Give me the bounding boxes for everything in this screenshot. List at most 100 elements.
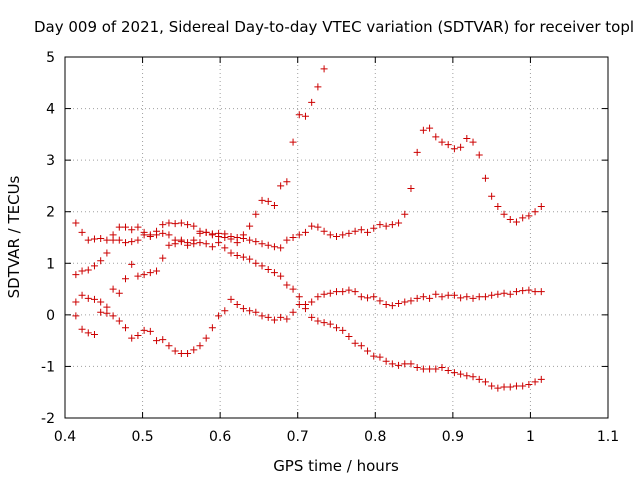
data-point — [239, 305, 247, 313]
data-point — [264, 313, 272, 321]
data-point — [159, 336, 167, 344]
data-point — [500, 383, 508, 391]
data-point — [388, 302, 396, 310]
x-tick-label: 0.8 — [364, 429, 386, 445]
data-point — [320, 65, 328, 73]
data-point — [72, 219, 80, 227]
data-point — [190, 346, 198, 354]
data-point — [537, 288, 545, 296]
data-point — [90, 295, 98, 303]
data-point — [469, 138, 477, 146]
data-point — [351, 339, 359, 347]
data-point — [488, 382, 496, 390]
data-point — [115, 289, 123, 297]
data-point — [159, 221, 167, 229]
data-point — [97, 308, 105, 316]
y-tick-label: -1 — [41, 359, 55, 375]
data-point — [519, 287, 527, 295]
data-point — [134, 223, 142, 231]
data-point — [531, 208, 539, 216]
y-tick-label: -2 — [41, 411, 55, 427]
data-point — [401, 360, 409, 368]
data-point — [469, 373, 477, 381]
data-point — [202, 240, 210, 248]
data-point — [122, 275, 130, 283]
data-point — [90, 235, 98, 243]
data-point — [258, 196, 266, 204]
data-point — [326, 231, 334, 239]
data-point — [413, 363, 421, 371]
data-point — [202, 228, 210, 236]
data-point — [357, 342, 365, 350]
data-point — [78, 325, 86, 333]
data-point — [258, 240, 266, 248]
data-point — [97, 257, 105, 265]
data-point — [295, 231, 303, 239]
data-point — [208, 324, 216, 332]
data-point — [413, 148, 421, 156]
data-point — [401, 210, 409, 218]
data-point — [270, 316, 278, 324]
data-point — [333, 288, 340, 296]
data-point — [258, 312, 266, 320]
data-point — [475, 375, 483, 383]
data-point — [128, 238, 136, 246]
data-point — [215, 312, 223, 320]
data-point — [438, 138, 446, 146]
data-point — [277, 272, 285, 280]
x-axis-label: GPS time / hours — [273, 457, 399, 475]
data-point — [345, 333, 353, 341]
data-points — [72, 65, 545, 392]
data-point — [103, 249, 111, 257]
grid-lines — [65, 57, 608, 418]
data-point — [537, 375, 545, 383]
data-point — [78, 291, 86, 299]
data-point — [364, 347, 372, 355]
data-point — [72, 271, 80, 279]
data-point — [122, 324, 130, 332]
data-point — [494, 290, 502, 298]
data-point — [227, 249, 235, 257]
data-point — [115, 223, 123, 231]
x-tick-label: 0.4 — [54, 429, 76, 445]
data-point — [438, 363, 446, 371]
data-point — [140, 271, 148, 279]
data-point — [97, 298, 105, 306]
series-track-low — [72, 295, 545, 392]
data-point — [252, 259, 260, 267]
data-point — [270, 202, 278, 210]
data-point — [376, 221, 384, 229]
data-point — [252, 210, 260, 218]
data-point — [426, 294, 434, 302]
data-point — [165, 231, 173, 239]
data-point — [295, 301, 303, 309]
data-point — [320, 319, 328, 327]
data-point — [525, 212, 533, 220]
data-point — [289, 308, 297, 316]
data-point — [531, 288, 539, 296]
data-point — [407, 297, 415, 305]
data-point — [146, 269, 154, 277]
data-point — [395, 300, 403, 308]
data-point — [413, 294, 421, 302]
data-point — [264, 241, 272, 249]
data-point — [184, 221, 192, 229]
data-point — [289, 138, 297, 146]
data-point — [407, 360, 415, 368]
data-point — [233, 252, 241, 260]
data-point — [159, 254, 167, 262]
data-point — [426, 365, 434, 373]
data-point — [103, 309, 111, 317]
data-point — [140, 326, 148, 334]
data-point — [345, 229, 353, 237]
data-point — [122, 223, 130, 231]
data-point — [246, 222, 254, 230]
data-point — [320, 290, 328, 298]
data-point — [333, 232, 340, 240]
data-point — [277, 244, 285, 252]
data-point — [481, 378, 489, 386]
data-point — [103, 236, 111, 244]
data-point — [401, 298, 409, 306]
data-point — [419, 126, 427, 134]
data-point — [190, 222, 198, 230]
